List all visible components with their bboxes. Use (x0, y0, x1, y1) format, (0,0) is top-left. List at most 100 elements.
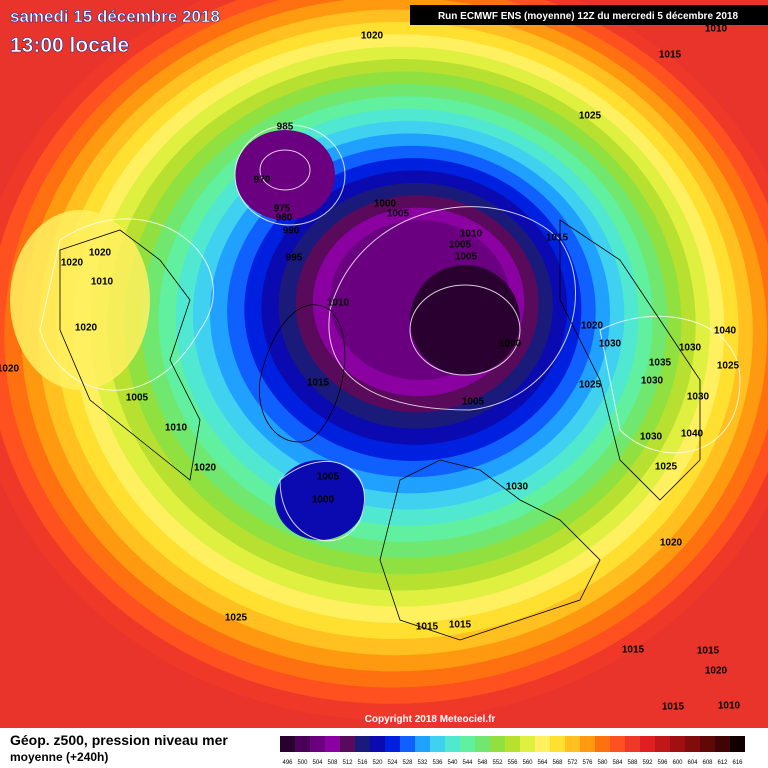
colorbar-cell (310, 736, 325, 752)
isobar-label: 1020 (581, 321, 604, 332)
colorbar-cell (625, 736, 640, 752)
isobar-label: 1040 (714, 326, 737, 337)
colorbar-tick-label: 500 (297, 760, 308, 766)
ridge (10, 210, 150, 390)
colorbar-cell (550, 736, 565, 752)
colorbar: 496 500 504 508 512 516 520 524 528 532 536 540 544 5… (280, 736, 745, 766)
colorbar-tick-label: 520 (372, 760, 383, 766)
low-core (235, 130, 335, 220)
colorbar-cell (280, 736, 295, 752)
isobar-label: 1025 (717, 361, 740, 372)
colorbar-tick-label: 564 (537, 760, 548, 766)
isobar-label: 1005 (126, 393, 149, 404)
isobar-label: 1020 (194, 463, 217, 474)
isobar-label: 1030 (599, 339, 622, 350)
isobar-label: 990 (283, 226, 300, 237)
isobars (39, 124, 741, 542)
colorbar-cell (490, 736, 505, 752)
isobar-label: 1005 (387, 209, 410, 220)
colorbar-tick-label: 524 (387, 760, 398, 766)
colorbar-tick-label: 528 (402, 760, 413, 766)
isobar-label: 1020 (61, 258, 84, 269)
colorbar-cell (700, 736, 715, 752)
colorbar-cell (505, 736, 520, 752)
colorbar-tick-label: 540 (447, 760, 458, 766)
isobar-label: 975 (274, 204, 291, 215)
isobar-label: 1015 (622, 645, 645, 656)
colorbar-tick-label: 508 (327, 760, 338, 766)
colorbar-cell (565, 736, 580, 752)
isobar-label: 1035 (649, 358, 672, 369)
isobar-label: 1025 (579, 111, 602, 122)
colorbar-cell (445, 736, 460, 752)
colorbar-cell (610, 736, 625, 752)
colorbar-tick-label: 608 (702, 760, 713, 766)
colorbar-tick-label: 596 (657, 760, 668, 766)
colorbar-tick-label: 572 (567, 760, 578, 766)
isobar-label: 1010 (327, 298, 350, 309)
isobar-label: 1025 (579, 380, 602, 391)
isobar-label: 1015 (659, 50, 682, 61)
isobar-label: 1000 (374, 199, 397, 210)
colorbar-tick-label: 588 (627, 760, 638, 766)
isobar-label: 1015 (449, 620, 472, 631)
low-core (410, 265, 520, 375)
colorbar-cell (415, 736, 430, 752)
isobar-label: 1015 (546, 233, 569, 244)
colorbar-tick-label: 616 (732, 760, 743, 766)
colorbar-tick-label: 516 (357, 760, 368, 766)
isobar-label: 1015 (416, 622, 439, 633)
colorbar-tick-label: 504 (312, 760, 323, 766)
isobar-label: 980 (276, 213, 293, 224)
isobar-label: 1020 (0, 364, 20, 375)
run-info: Run ECMWF ENS (moyenne) 12Z du mercredi … (438, 11, 739, 22)
colorbar-tick-label: 568 (552, 760, 563, 766)
colorbar-cell (595, 736, 610, 752)
isobar-label: 1005 (455, 252, 478, 263)
isobar-label: 1040 (681, 429, 704, 440)
colorbar-tick-label: 536 (432, 760, 443, 766)
colorbar-tick-label: 552 (492, 760, 503, 766)
date-title: samedi 15 décembre 2018 (10, 7, 220, 26)
isobar-label: 1020 (660, 538, 683, 549)
isobar-label: 1020 (89, 248, 112, 259)
colorbar-cell (340, 736, 355, 752)
isobar-label: 1030 (687, 392, 710, 403)
colorbar-cell (325, 736, 340, 752)
colorbar-cell (670, 736, 685, 752)
isobar-label: 1010 (460, 229, 483, 240)
isobar-label: 1000 (312, 495, 335, 506)
colorbar-tick-label: 592 (642, 760, 653, 766)
legend-subtitle: moyenne (+240h) (10, 750, 108, 764)
colorbar-cell (430, 736, 445, 752)
colorbar-tick-label: 612 (717, 760, 728, 766)
colorbar-tick-label: 548 (477, 760, 488, 766)
colorbar-tick-label: 556 (507, 760, 518, 766)
colorbar-cell (655, 736, 670, 752)
colorbar-cell (685, 736, 700, 752)
isobar-label-group: 1020101010151025985970975980990100010051… (0, 24, 741, 713)
legend-title: Géop. z500, pression niveau mer (10, 732, 228, 748)
isobar-label: 1005 (317, 472, 340, 483)
colorbar-tick-label: 532 (417, 760, 428, 766)
isobar-label: 1030 (640, 432, 663, 443)
isobar-label: 1005 (449, 240, 472, 251)
coastlines (59, 219, 701, 641)
isobar-label: 1010 (718, 701, 741, 712)
run-box (410, 5, 768, 25)
colorbar-cell (730, 736, 745, 752)
isobar-label: 1000 (499, 339, 522, 350)
isobar-label: 1025 (225, 613, 248, 624)
colorbar-cell (370, 736, 385, 752)
isobar-label: 1030 (506, 482, 529, 493)
copyright: Copyright 2018 Meteociel.fr (365, 714, 496, 725)
colorbar-tick-label: 544 (462, 760, 473, 766)
colorbar-tick-label: 496 (282, 760, 293, 766)
isobar-label: 970 (254, 175, 271, 186)
isobar-label: 1020 (75, 323, 98, 334)
isobar-label: 1020 (705, 666, 728, 677)
time-title: 13:00 locale (10, 34, 129, 57)
colorbar-cell (535, 736, 550, 752)
isobar-label: 1030 (641, 376, 664, 387)
